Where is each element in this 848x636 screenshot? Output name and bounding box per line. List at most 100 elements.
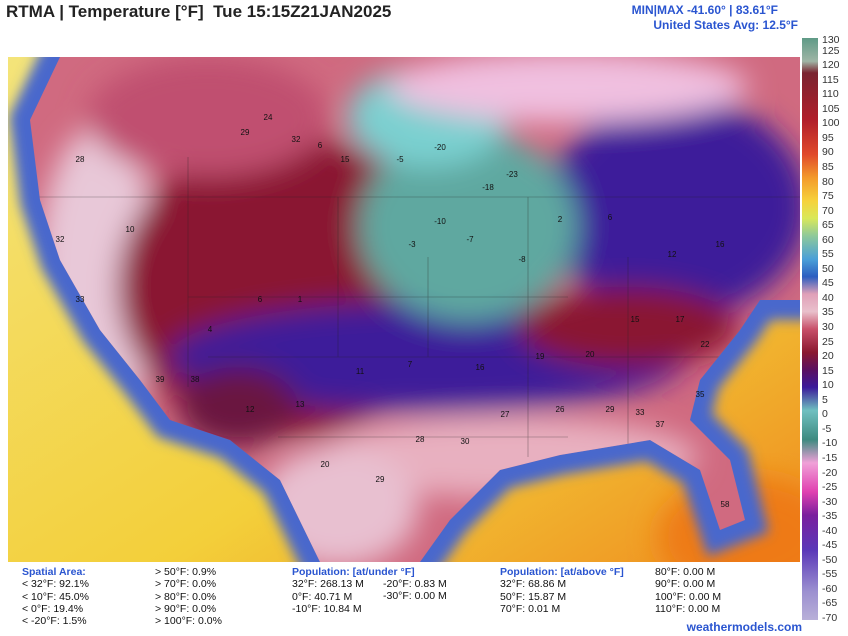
color-bar-tick: 15 xyxy=(822,364,834,377)
color-bar-tick: 60 xyxy=(822,233,834,246)
station-label: 19 xyxy=(536,352,545,361)
spatial-title: Spatial Area: xyxy=(22,566,86,578)
stat-row: 100°F: 0.00 M xyxy=(655,590,722,603)
color-bar-tick: -70 xyxy=(822,612,838,624)
station-label: -7 xyxy=(466,235,474,244)
color-bar-tick: 50 xyxy=(822,262,834,275)
station-label: 12 xyxy=(668,250,677,259)
stat-row: > 100°F: 0.0% xyxy=(155,615,222,628)
color-bar-tick: -25 xyxy=(822,481,838,494)
station-label: 37 xyxy=(656,420,665,429)
station-label: 13 xyxy=(296,400,305,409)
station-label: -20 xyxy=(434,143,446,152)
color-bar-tick: 105 xyxy=(822,102,840,115)
station-label: 20 xyxy=(321,460,330,469)
color-bar-tick: 0 xyxy=(822,408,828,421)
stat-row: 90°F: 0.00 M xyxy=(655,578,716,591)
color-bar-tick: 110 xyxy=(822,88,839,101)
pop-above-title: Population: [at/above °F] xyxy=(500,566,624,578)
color-bar-tick: 30 xyxy=(822,321,834,333)
color-bar-tick: 70 xyxy=(822,204,834,217)
stat-row: 50°F: 15.87 M xyxy=(500,590,567,603)
station-label: 33 xyxy=(76,295,85,304)
stat-row: 32°F: 68.86 M xyxy=(500,578,567,591)
stat-row: > 90°F: 0.0% xyxy=(155,602,217,615)
station-label: -18 xyxy=(482,183,494,192)
color-bar-tick: 40 xyxy=(822,291,834,304)
color-bar-tick: 125 xyxy=(822,44,840,57)
spatial-below: Spatial Area: < 32°F: 92.1% < 10°F: 45.0% <… xyxy=(22,566,89,627)
station-label: -8 xyxy=(518,255,526,264)
stat-row: -20°F: 0.83 M xyxy=(383,578,447,590)
stat-row: 80°F: 0.00 M xyxy=(655,566,716,578)
station-label: 12 xyxy=(246,405,255,414)
station-label: 32 xyxy=(56,235,65,244)
station-label: 38 xyxy=(191,375,200,384)
stat-row: 32°F: 268.13 M xyxy=(292,578,364,591)
station-label: 16 xyxy=(716,240,725,249)
station-label: 20 xyxy=(586,350,595,359)
color-bar xyxy=(802,38,818,620)
color-bar-tick: -35 xyxy=(822,510,838,523)
station-label: 29 xyxy=(241,128,250,137)
average: United States Avg: 12.5°F xyxy=(653,18,798,32)
station-label: 35 xyxy=(696,390,705,399)
station-label: 39 xyxy=(156,375,165,384)
station-label: 1 xyxy=(298,295,303,304)
station-label: 6 xyxy=(258,295,263,304)
credit: weathermodels.com xyxy=(686,620,802,634)
station-label: 7 xyxy=(408,360,413,369)
color-bar-tick: -65 xyxy=(822,597,838,610)
station-label: 4 xyxy=(208,325,213,334)
stat-row: -30°F: 0.00 M xyxy=(383,590,447,603)
color-bar-tick: 5 xyxy=(822,393,828,406)
station-label: 15 xyxy=(631,315,640,324)
min-max: MIN|MAX -41.60° | 83.61°F xyxy=(631,3,778,17)
station-label: 58 xyxy=(721,500,730,509)
color-bar-tick: 75 xyxy=(822,190,834,203)
color-bar-tick: -5 xyxy=(822,422,832,435)
color-bar-tick: -45 xyxy=(822,539,838,552)
stat-row: > 80°F: 0.0% xyxy=(155,590,217,603)
color-bar-tick: 130 xyxy=(822,34,840,46)
stat-row: > 70°F: 0.0% xyxy=(155,578,217,591)
color-bar-tick: 115 xyxy=(822,73,839,86)
color-bar-tick: 45 xyxy=(822,277,834,290)
station-label: 22 xyxy=(701,340,710,349)
stat-row: > 50°F: 0.9% xyxy=(155,566,217,578)
color-bar-tick: 120 xyxy=(822,59,840,72)
color-bar-tick: 25 xyxy=(822,335,834,348)
station-label: 16 xyxy=(476,363,485,372)
color-bar-tick: -30 xyxy=(822,495,838,508)
station-label: 29 xyxy=(606,405,615,414)
color-bar-tick: 10 xyxy=(822,379,834,392)
title: RTMA | Temperature [°F] Tue 15:15Z21JAN2… xyxy=(6,2,392,21)
station-label: 30 xyxy=(461,437,470,446)
station-label: 28 xyxy=(76,155,85,164)
station-label: 6 xyxy=(318,141,323,150)
color-bar-tick: 20 xyxy=(822,350,834,363)
pop-under-title: Population: [at/under °F] xyxy=(292,566,415,578)
color-bar-tick: 90 xyxy=(822,146,834,159)
station-label: -3 xyxy=(408,240,416,249)
station-label: 11 xyxy=(356,367,365,376)
color-bar-tick: 100 xyxy=(822,117,840,130)
color-bar-tick: -10 xyxy=(822,437,838,450)
color-bar-tick: -50 xyxy=(822,553,838,566)
station-label: 33 xyxy=(636,408,645,417)
stat-row: < 10°F: 45.0% xyxy=(22,590,89,603)
station-label: 26 xyxy=(556,405,565,414)
color-bar-tick: 80 xyxy=(822,175,834,188)
station-label: 10 xyxy=(126,225,135,234)
stat-row: -10°F: 10.84 M xyxy=(292,602,362,615)
color-bar-tick: -40 xyxy=(822,524,838,537)
color-bar-tick: -55 xyxy=(822,568,838,581)
stat-row: < 32°F: 92.1% xyxy=(22,578,89,591)
pop-above: Population: [at/above °F] 32°F: 68.86 M 50… xyxy=(500,566,624,615)
color-bar-tick: -60 xyxy=(822,582,838,595)
stat-row: 110°F: 0.00 M xyxy=(655,602,721,615)
station-label: 6 xyxy=(608,213,613,222)
station-label: -10 xyxy=(434,217,446,226)
